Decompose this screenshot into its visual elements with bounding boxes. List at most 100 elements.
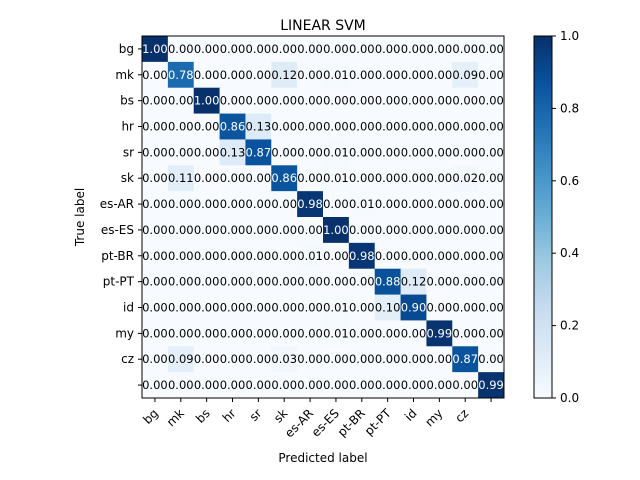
heatmap-cell [245,139,272,166]
heatmap-cell [400,242,427,270]
colorbar [533,35,553,399]
cell-value-label: 0.00 [478,197,504,211]
cell-value-label: 0.00 [220,223,246,237]
cell-value-label: 0.98 [297,197,323,211]
cell-value-label: 0.00 [478,145,504,159]
cell-value-label: 0.87 [246,145,272,159]
x-tick-label: cz [452,406,471,425]
heatmap-cell [271,165,298,192]
heatmap-cell [271,191,298,218]
heatmap-cell [323,36,350,63]
cell-value-label: 0.00 [194,68,220,82]
cell-value-label: 0.00 [375,68,401,82]
cell-value-label: 0.99 [427,326,453,340]
cell-value-label: 0.00 [478,120,504,134]
heatmap-cell [452,165,479,192]
cell-value-label: 0.00 [297,42,323,56]
heatmap-cell [142,191,169,218]
heatmap-cell [219,294,246,321]
heatmap-cell [167,165,195,192]
heatmap-cell [219,217,246,244]
colorbar-tick-label: 0.6 [560,174,579,188]
cell-value-label: 0.00 [142,120,168,134]
heatmap-cell [219,191,246,218]
cell-value-label: 0.00 [297,68,323,82]
cell-value-label: 0.00 [349,145,375,159]
heatmap-cell [167,242,195,270]
heatmap-cell [271,217,298,244]
cell-value-label: 0.00 [375,145,401,159]
heatmap-cell [400,191,427,218]
cell-value-label: 0.00 [220,249,246,263]
heatmap-cell [142,165,169,192]
heatmap-cell [193,36,221,63]
heatmap-cell [323,242,350,270]
cell-value-label: 0.13 [220,145,246,159]
heatmap-cell [271,242,298,270]
cell-value-label: 0.00 [427,378,453,392]
cell-value-label: 0.00 [401,223,427,237]
heatmap-cell [323,268,350,296]
cell-value-label: 0.90 [401,301,427,315]
cell-value-label: 0.00 [401,352,427,366]
cell-value-label: 0.00 [478,171,504,185]
cell-value-label: 0.09 [168,352,194,366]
heatmap-cell [297,113,324,140]
cell-value-label: 1.00 [194,94,220,108]
y-tick-label: pt-PT [103,275,135,289]
y-tick-label: bg [119,42,134,56]
heatmap-cell [426,36,453,63]
heatmap-cell [245,87,272,115]
x-tick-label: sk [271,406,290,425]
cell-value-label: 0.00 [478,326,504,340]
heatmap-cell [452,294,479,321]
plot-frame [141,35,505,399]
heatmap-cell [193,191,221,218]
heatmap-cell [323,165,350,192]
heatmap-cell [245,346,272,373]
heatmap-cell [219,165,246,192]
cell-value-label: 0.00 [427,68,453,82]
heatmap-cell [348,242,376,270]
cell-value-label: 0.00 [297,275,323,289]
cell-value-label: 0.78 [168,68,194,82]
cell-value-label: 0.00 [297,171,323,185]
colorbar-tick-label: 1.0 [560,29,579,43]
cell-value-label: 0.00 [349,42,375,56]
heatmap-cell [271,36,298,63]
heatmap-cell [219,242,246,270]
heatmap-cell [323,217,350,244]
heatmap-cell [167,61,195,89]
heatmap-cell [323,61,350,89]
cell-value-label: 0.00 [452,120,478,134]
cell-value-label: 0.86 [220,120,246,134]
cell-value-label: 0.00 [168,275,194,289]
heatmap-cell [348,191,376,218]
cell-value-label: 0.00 [452,145,478,159]
cell-value-label: 0.00 [297,94,323,108]
heatmap-cell [193,372,221,399]
cell-value-label: 0.00 [246,249,272,263]
cell-value-label: 0.00 [142,301,168,315]
heatmap-cell [400,87,427,115]
cell-value-label: 0.00 [194,326,220,340]
heatmap-cell [426,217,453,244]
cell-value-label: 0.00 [349,120,375,134]
cell-value-label: 0.00 [246,352,272,366]
heatmap-cell [167,217,195,244]
heatmap-cell [478,165,505,192]
heatmap-cell [142,139,169,166]
heatmap-cell [297,372,324,399]
heatmap-cell [348,217,376,244]
cell-value-label: 0.00 [375,378,401,392]
cell-value-label: 0.00 [220,275,246,289]
heatmap-cell [426,268,453,296]
y-tick-label: cz [121,352,134,366]
cell-value-label: 0.00 [142,171,168,185]
heatmap-cell [400,320,427,347]
heatmap-cell [219,113,246,140]
heatmap-cell [323,191,350,218]
x-axis-label: Predicted label [278,451,367,465]
cell-value-label: 0.00 [246,275,272,289]
heatmap-cell [245,191,272,218]
